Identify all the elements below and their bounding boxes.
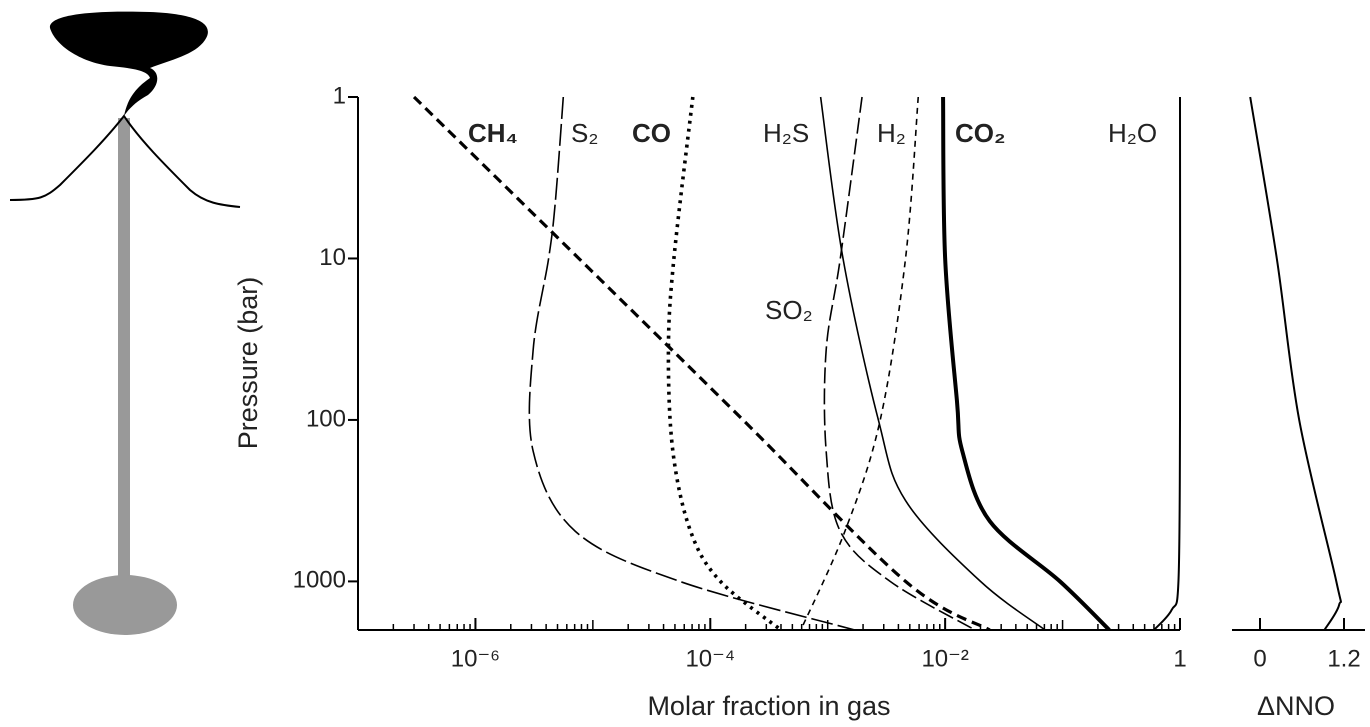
x-tick-label: 10⁻² (921, 645, 968, 672)
conduit (118, 118, 130, 578)
series-line (528, 96, 855, 630)
series-line (412, 95, 991, 630)
series-label: H₂O (1108, 118, 1157, 148)
series-label: H₂S (763, 118, 809, 148)
volcano-sketch (9, 11, 241, 635)
series-label: CO (632, 118, 671, 148)
series-label: CO₂ (955, 118, 1006, 148)
series-label: SO₂ (765, 295, 813, 325)
series-line (941, 96, 1111, 630)
series-label: CH₄ (468, 118, 518, 148)
x-axis-title: Molar fraction in gas (647, 691, 890, 721)
y-axis-title: Pressure (bar) (233, 277, 263, 450)
series-line (800, 96, 920, 630)
series-label: S₂ (571, 118, 598, 148)
plume (49, 11, 208, 117)
series-label: H₂ (877, 118, 906, 148)
x-tick-label: 10⁻⁴ (685, 645, 735, 672)
y-tick-label: 100 (306, 405, 346, 432)
y-tick-label: 1000 (293, 567, 346, 594)
x-tick-label: 10⁻⁶ (451, 645, 500, 672)
series-line (1249, 96, 1342, 630)
y-tick-label: 10 (319, 244, 346, 271)
series-line (666, 96, 783, 630)
series-line (819, 96, 1046, 630)
x-tick-label: 0 (1253, 645, 1266, 672)
magma-chamber (73, 575, 177, 635)
x-tick-label: 1 (1173, 645, 1186, 672)
series-line (823, 96, 976, 630)
series-line (1153, 96, 1182, 630)
y-tick-label: 1 (333, 82, 346, 109)
x-tick-label: 1.2 (1327, 645, 1360, 672)
x-axis-title: ΔNNO (1257, 691, 1335, 721)
